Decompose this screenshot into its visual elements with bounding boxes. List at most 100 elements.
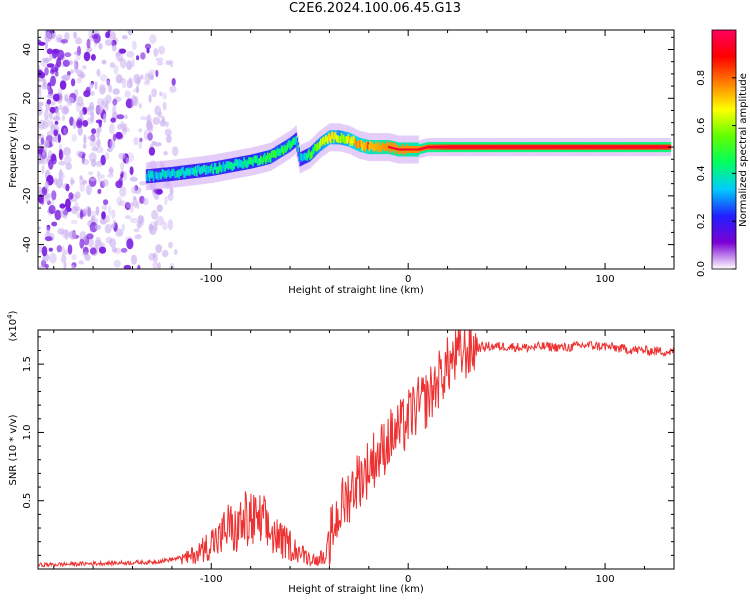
noise-speckle (38, 101, 44, 107)
ridge-center (576, 146, 578, 149)
noise-speckle (109, 138, 116, 150)
noise-speckle (63, 261, 67, 269)
ridge-center (602, 146, 605, 149)
noise-speckle (108, 31, 116, 40)
ridge-core (356, 141, 359, 149)
noise-speckle (58, 160, 66, 166)
noise-speckle (131, 58, 135, 68)
noise-speckle (41, 121, 49, 129)
ridge-center (554, 146, 556, 149)
noise-speckle (99, 217, 107, 225)
y-tick-label: -20 (22, 188, 33, 204)
ridge-core (172, 168, 174, 176)
ridge-core (366, 141, 368, 149)
noise-speckle (61, 246, 65, 257)
ridge-center (519, 146, 522, 149)
ridge-core (182, 166, 184, 174)
noise-speckle (99, 74, 108, 82)
noise-speckle (113, 65, 119, 75)
noise-speckle (139, 137, 143, 143)
noise-speckle (118, 152, 126, 160)
noise-speckle (159, 91, 163, 97)
ridge-center (529, 146, 532, 149)
ridge-center (563, 146, 565, 149)
ridge-center (609, 146, 612, 149)
ridge-core (171, 169, 173, 177)
ridge-core (344, 136, 347, 144)
noise-speckle (156, 61, 164, 66)
noise-speckle (88, 152, 97, 163)
ridge-center (664, 146, 667, 149)
noise-speckle (143, 81, 150, 86)
ridge-core (312, 147, 314, 155)
noise-speckle (134, 185, 139, 191)
noise-speckle (101, 59, 107, 65)
noise-speckle (129, 166, 134, 176)
ridge-core (234, 159, 236, 167)
ridge-center (412, 148, 415, 151)
noise-speckle (126, 238, 134, 250)
noise-speckle (100, 174, 105, 179)
ridge-center (489, 146, 491, 149)
noise-speckle (89, 177, 97, 182)
noise-speckle (93, 33, 101, 44)
noise-speckle (171, 78, 176, 86)
noise-speckle (96, 68, 101, 77)
ridge-center (456, 146, 459, 149)
ridge-center (459, 146, 462, 149)
noise-speckle (78, 72, 86, 79)
noise-speckle (164, 128, 172, 137)
ridge-center (601, 146, 604, 149)
ridge-core (379, 145, 381, 153)
ridge-core (292, 137, 295, 145)
spectrogram-ylabel: Frequency (Hz) (8, 112, 19, 188)
ridge-core (322, 137, 324, 145)
ridge-center (477, 146, 480, 149)
noise-speckle (68, 230, 77, 240)
ridge-center (588, 146, 591, 149)
noise-speckle (110, 117, 116, 123)
noise-speckle (75, 191, 81, 199)
ridge-center (413, 148, 416, 151)
ridge-core (397, 147, 400, 155)
ridge-center (532, 146, 535, 149)
ridge-center (476, 146, 479, 149)
noise-speckle (63, 208, 68, 220)
ridge-center (508, 146, 510, 149)
ridge-core (401, 143, 404, 151)
noise-speckle (68, 192, 74, 200)
noise-speckle (103, 113, 107, 123)
noise-speckle (125, 98, 134, 109)
noise-speckle (75, 37, 83, 45)
ridge-core (232, 162, 234, 170)
noise-speckle (118, 200, 126, 207)
ridge-core (197, 165, 199, 173)
ridge-core (285, 145, 288, 152)
ridge-center (440, 146, 442, 149)
noise-speckle (61, 125, 68, 136)
ridge-core (222, 161, 225, 169)
noise-speckle (136, 76, 141, 86)
noise-speckle (46, 226, 51, 236)
ridge-center (660, 146, 663, 149)
ridge-center (498, 146, 500, 149)
noise-speckle (109, 238, 117, 248)
ridge-core (389, 145, 391, 153)
noise-speckle (58, 104, 62, 111)
ridge-center (624, 146, 626, 149)
noise-speckle (144, 43, 152, 50)
noise-speckle (105, 101, 109, 112)
noise-speckle (98, 43, 103, 50)
ridge-core (324, 137, 326, 145)
ridge-center (610, 146, 613, 149)
ridge-center (644, 146, 646, 149)
y-tick-label: 0.5 (22, 493, 33, 509)
noise-speckle (50, 101, 56, 106)
noise-speckle (64, 32, 70, 41)
ridge-center (393, 147, 396, 150)
snr-x-ticks: -100 0 100 (53, 330, 645, 585)
ridge-center (518, 146, 521, 149)
ridge-core (251, 157, 253, 165)
ridge-center (622, 146, 624, 149)
ridge-center (391, 147, 394, 149)
